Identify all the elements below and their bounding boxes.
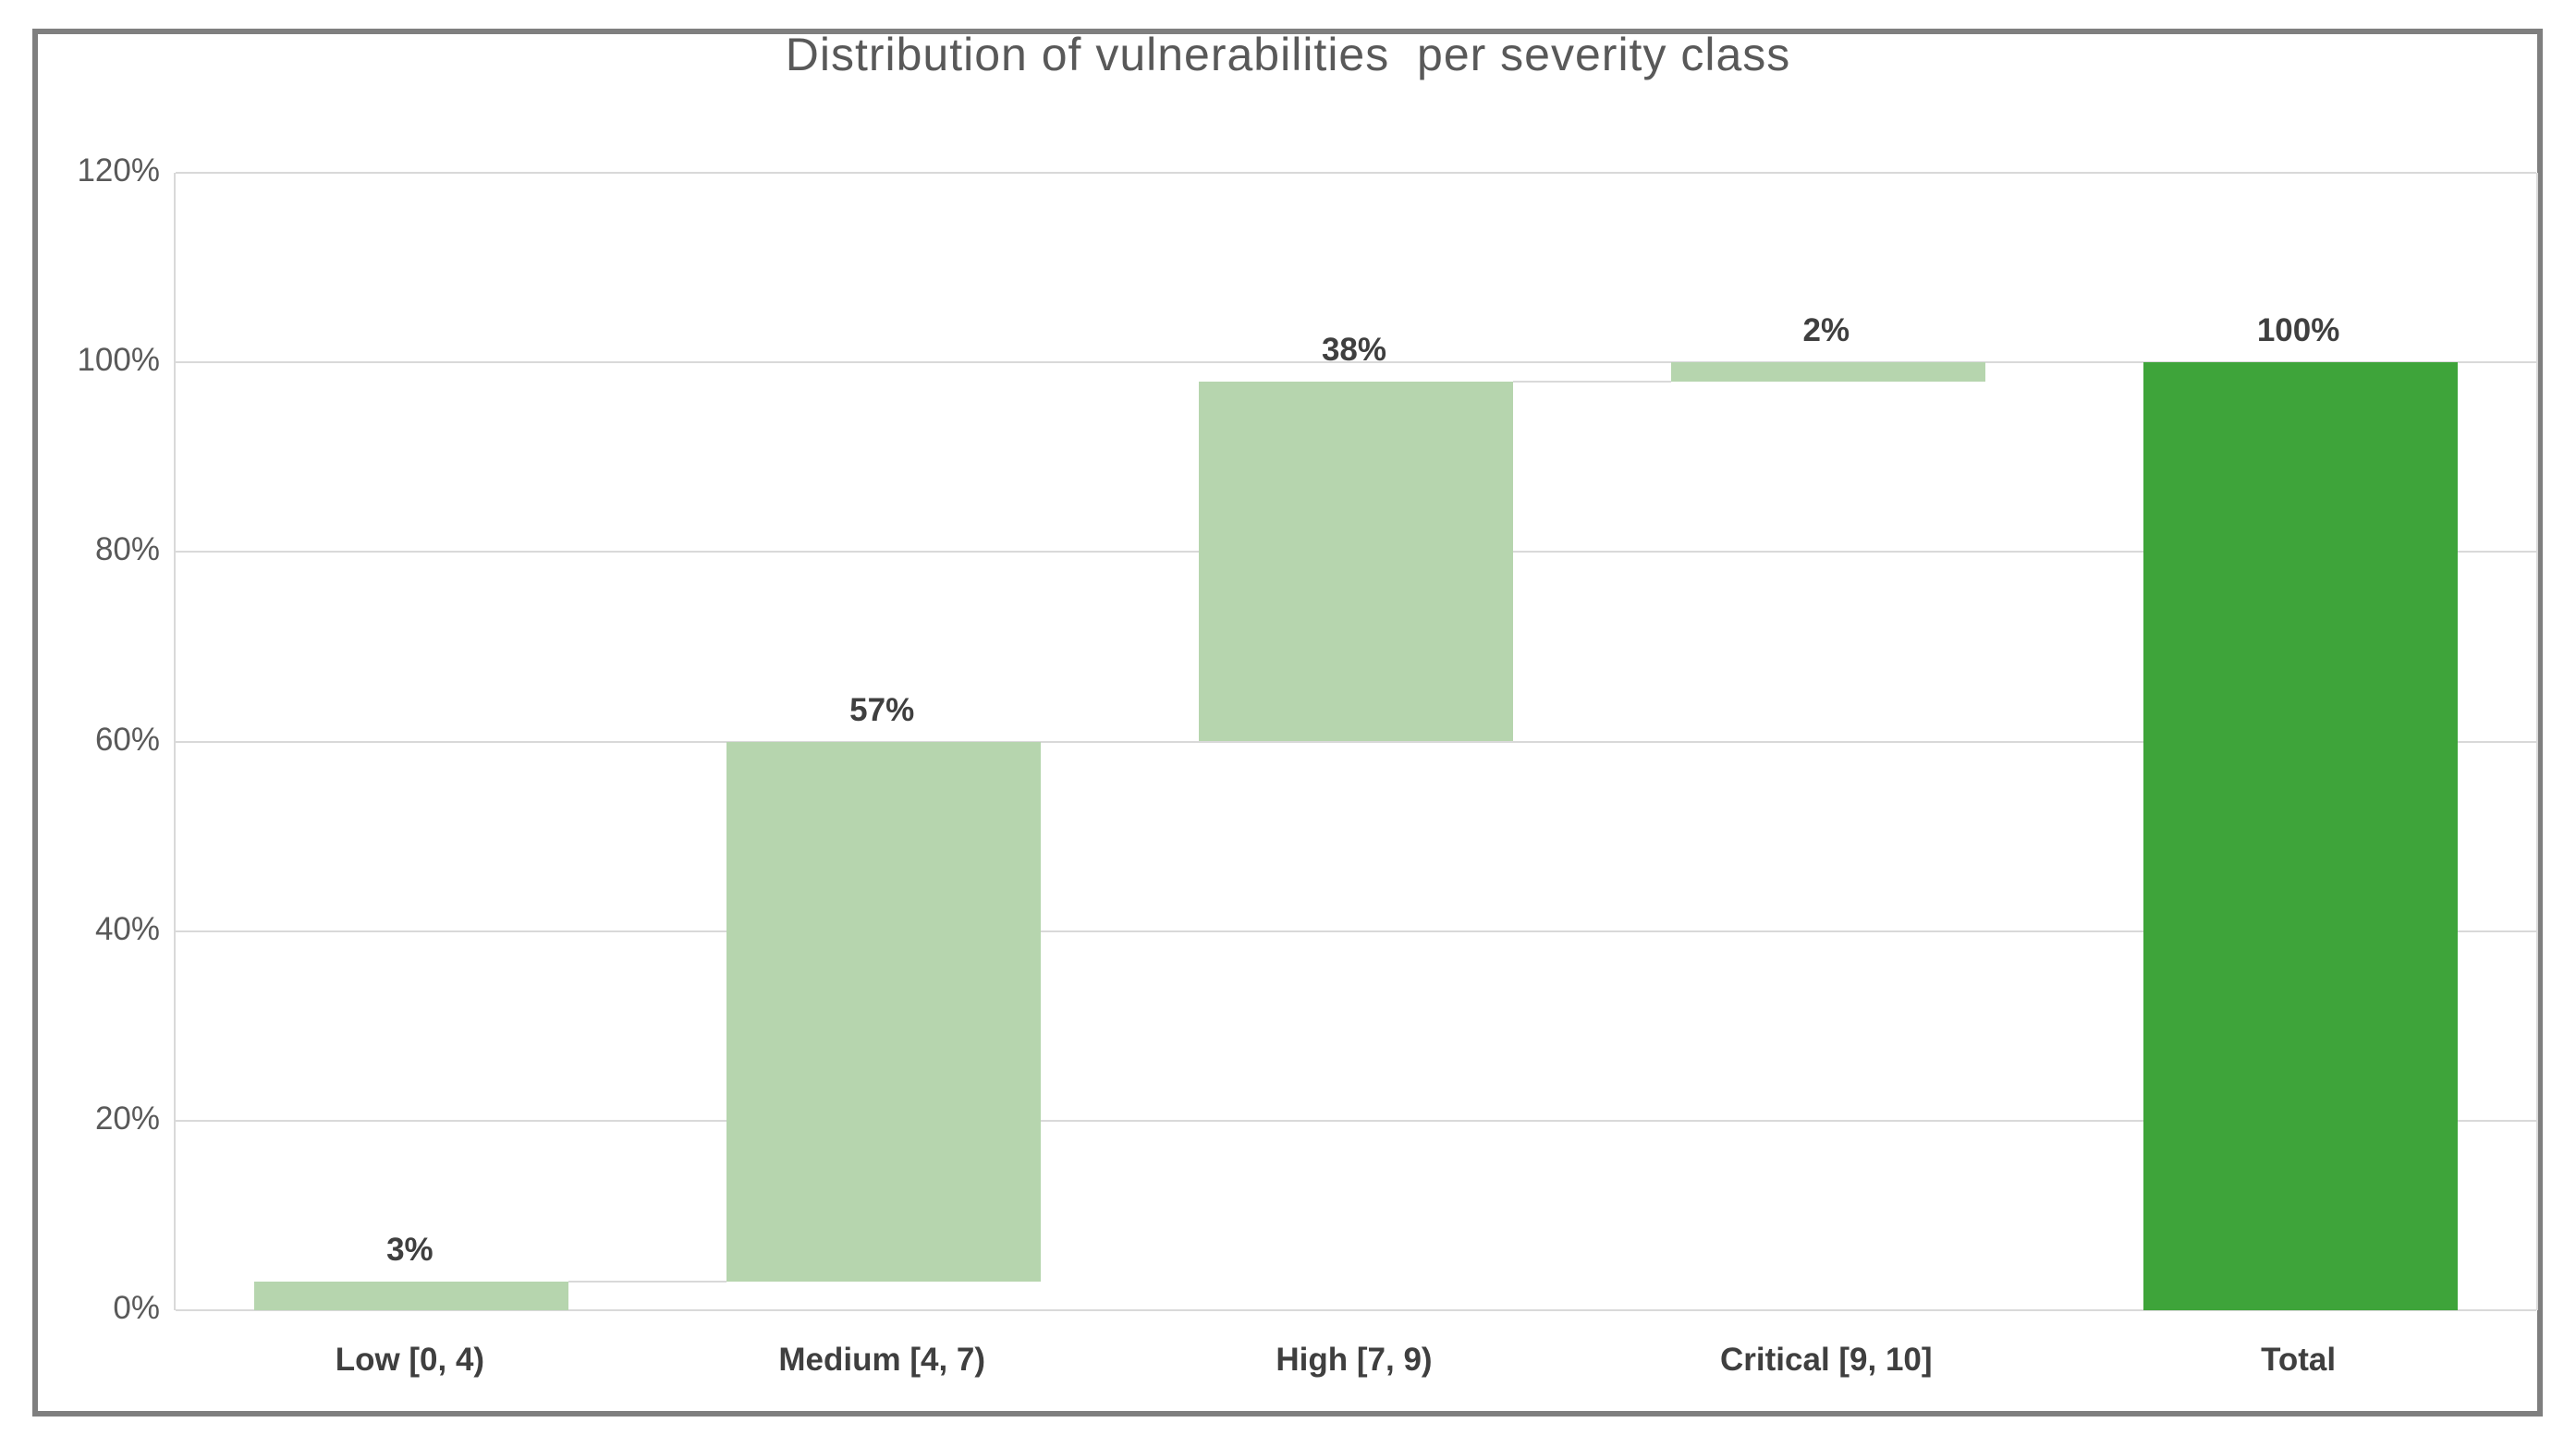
gridline-0 xyxy=(176,1309,2536,1311)
connector-line-1 xyxy=(1041,740,1199,743)
bar-segment-2[interactable] xyxy=(1199,381,1513,742)
connector-line-2 xyxy=(1513,380,1671,383)
bar-total[interactable] xyxy=(2143,362,2458,1310)
y-tick-label-60: 60% xyxy=(94,721,160,758)
plot-area xyxy=(174,172,2538,1311)
bar-segment-0[interactable] xyxy=(254,1282,569,1310)
y-tick-label-100: 100% xyxy=(77,342,160,379)
data-label-3: 2% xyxy=(1802,312,1850,349)
bar-segment-3[interactable] xyxy=(1670,362,1985,382)
data-label-0: 3% xyxy=(386,1232,433,1269)
chart-title: Distribution of vulnerabilities per seve… xyxy=(785,29,1791,80)
gridline-60 xyxy=(176,740,2536,743)
gridline-100 xyxy=(176,361,2536,364)
x-tick-label-1: Medium [4, 7) xyxy=(778,1342,986,1378)
data-label-1: 57% xyxy=(849,691,915,728)
y-tick-label-20: 20% xyxy=(94,1100,160,1137)
connector-line-3 xyxy=(1984,361,2143,364)
x-tick-label-4: Total xyxy=(2261,1342,2337,1378)
connector-line-0 xyxy=(568,1281,727,1283)
gridline-120 xyxy=(176,172,2536,174)
y-tick-label-40: 40% xyxy=(94,910,160,947)
gridline-40 xyxy=(176,930,2536,932)
data-label-4: 100% xyxy=(2256,312,2340,349)
y-tick-label-80: 80% xyxy=(94,531,160,568)
y-tick-label-120: 120% xyxy=(77,152,160,188)
x-tick-label-2: High [7, 9) xyxy=(1276,1342,1433,1378)
y-tick-label-0: 0% xyxy=(113,1290,160,1326)
gridline-20 xyxy=(176,1119,2536,1122)
x-tick-label-3: Critical [9, 10] xyxy=(1720,1342,1933,1378)
x-tick-label-0: Low [0, 4) xyxy=(335,1342,485,1378)
data-label-2: 38% xyxy=(1321,331,1387,368)
bar-segment-1[interactable] xyxy=(726,741,1042,1283)
